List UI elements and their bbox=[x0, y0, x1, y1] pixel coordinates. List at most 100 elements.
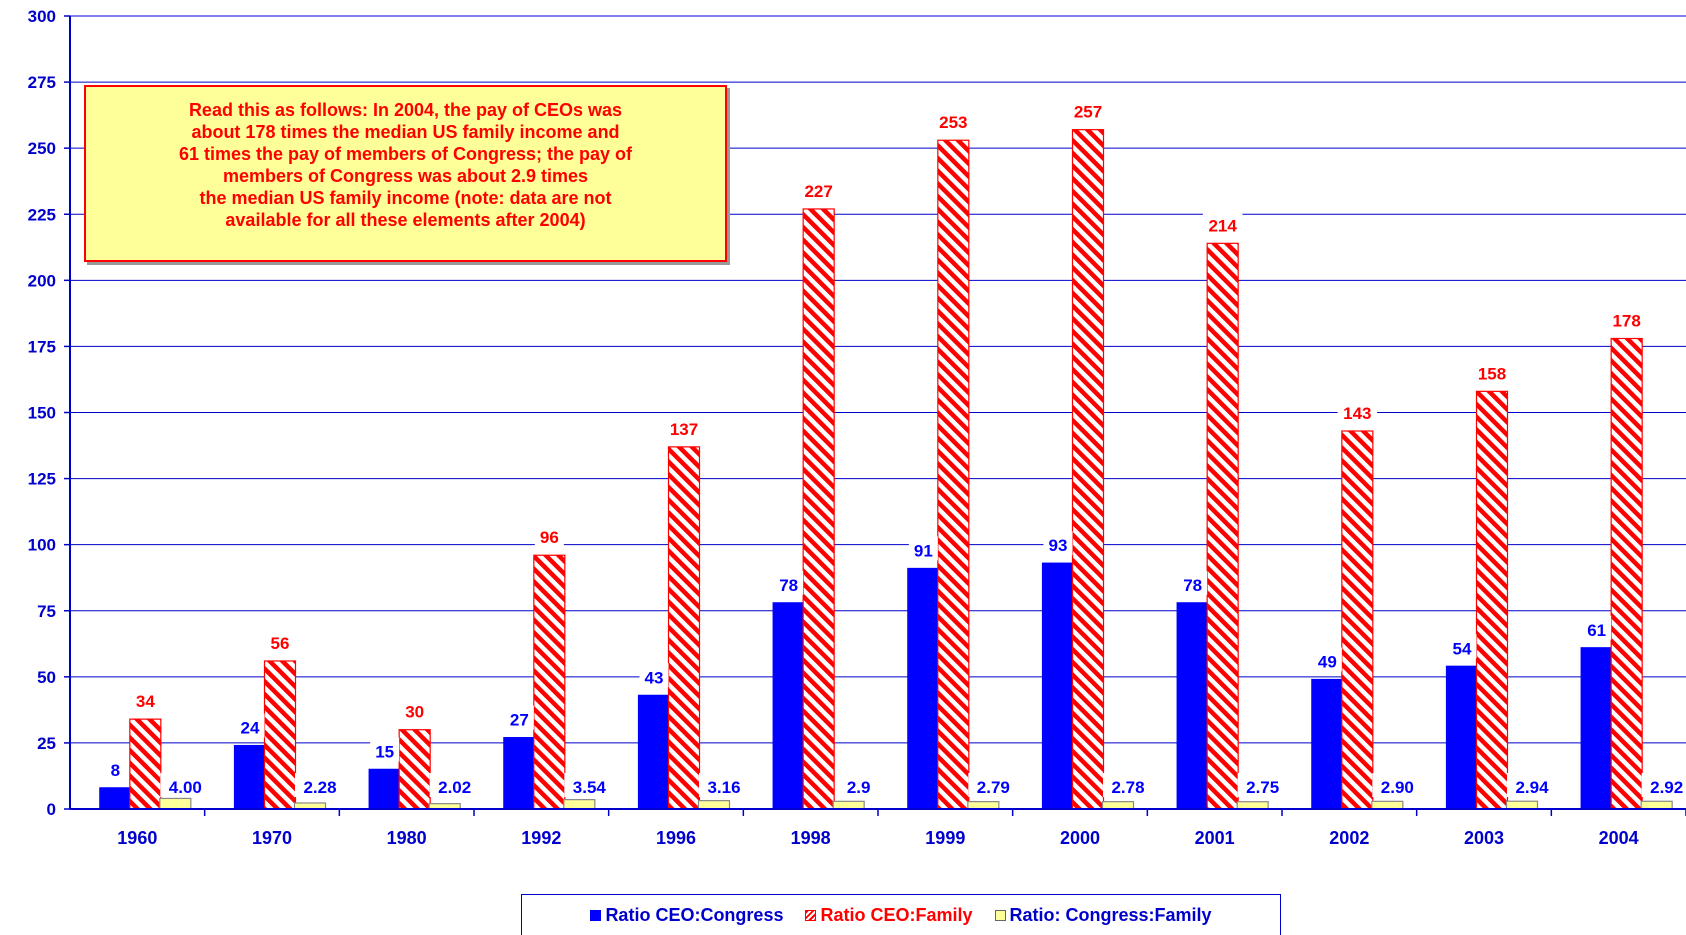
data-label-bg bbox=[370, 737, 400, 762]
bar-2 bbox=[1236, 801, 1269, 810]
bar-1 bbox=[1206, 242, 1239, 810]
bar-0 bbox=[637, 694, 671, 810]
legend-label: Ratio CEO:Congress bbox=[605, 904, 784, 925]
x-tick-label: 2003 bbox=[1464, 828, 1504, 848]
data-label: 3.54 bbox=[573, 778, 607, 797]
y-tick-label: 25 bbox=[37, 734, 56, 753]
bar-1 bbox=[398, 729, 431, 810]
data-label-bg bbox=[774, 570, 804, 595]
data-label: 178 bbox=[1612, 311, 1640, 330]
data-label-bg bbox=[429, 773, 480, 797]
data-label-bg bbox=[265, 628, 295, 653]
data-label-bg bbox=[933, 108, 974, 133]
y-tick-label: 125 bbox=[28, 470, 56, 489]
data-label: 93 bbox=[1049, 536, 1068, 555]
data-label-bg bbox=[1237, 773, 1288, 797]
bar-1 bbox=[802, 208, 835, 810]
data-label: 30 bbox=[405, 703, 424, 722]
y-tick-label: 300 bbox=[28, 7, 56, 26]
bar-1 bbox=[129, 718, 162, 810]
x-tick-label: 1998 bbox=[791, 828, 831, 848]
data-label-bg bbox=[1641, 773, 1686, 797]
data-label: 3.16 bbox=[707, 778, 740, 797]
data-label: 257 bbox=[1074, 103, 1102, 122]
data-label-bg bbox=[1202, 211, 1243, 236]
data-label: 4.00 bbox=[169, 778, 202, 797]
x-axis-ticks: 1960 1970 1980 1992 1996 1998 1999 2000 2001 2002… bbox=[117, 809, 1686, 848]
data-label: 78 bbox=[1183, 576, 1202, 595]
y-axis-ticks: 0 25 50 75 100 125 150 175 200 225 250 275 300 bbox=[28, 7, 70, 819]
data-label: 27 bbox=[510, 711, 529, 730]
bar-2 bbox=[1640, 800, 1673, 810]
x-tick-label: 2004 bbox=[1599, 828, 1639, 848]
bar-1 bbox=[937, 139, 970, 810]
data-label-bg bbox=[1337, 399, 1378, 424]
legend-swatch-blue bbox=[590, 909, 602, 921]
x-tick-label: 1999 bbox=[925, 828, 965, 848]
data-label-bg bbox=[1372, 773, 1423, 797]
data-label: 2.28 bbox=[303, 778, 336, 797]
bar-0 bbox=[1041, 562, 1075, 810]
x-tick-label: 1980 bbox=[387, 828, 427, 848]
legend-item-congress-family: Ratio: Congress:Family bbox=[994, 904, 1212, 926]
y-tick-label: 175 bbox=[28, 337, 56, 356]
data-label-bg bbox=[295, 773, 345, 797]
data-label: 158 bbox=[1478, 364, 1506, 383]
bar-0 bbox=[368, 768, 401, 810]
bar-0 bbox=[99, 787, 132, 810]
data-label: 78 bbox=[779, 576, 798, 595]
data-label-bg bbox=[1043, 531, 1073, 556]
data-label: 2.78 bbox=[1111, 778, 1144, 797]
bar-2 bbox=[563, 799, 596, 810]
x-tick-label: 1970 bbox=[252, 828, 292, 848]
data-label-bg bbox=[1507, 773, 1557, 797]
bar-0 bbox=[1311, 678, 1344, 810]
bar-2 bbox=[697, 800, 731, 810]
data-label-bg bbox=[798, 176, 839, 201]
bar-1 bbox=[1475, 390, 1509, 810]
data-label-bg bbox=[908, 536, 938, 561]
data-label-bg bbox=[838, 773, 879, 797]
data-label-bg bbox=[160, 773, 211, 797]
data-label-bg bbox=[534, 523, 564, 548]
data-label: 43 bbox=[645, 668, 664, 687]
bar-1 bbox=[1341, 430, 1374, 810]
x-tick-label: 2000 bbox=[1060, 828, 1100, 848]
y-tick-label: 50 bbox=[37, 668, 56, 687]
legend-item-ceo-congress: Ratio CEO:Congress bbox=[590, 905, 783, 926]
bar-2 bbox=[159, 797, 192, 810]
data-label-bg bbox=[1582, 615, 1612, 640]
bar-1 bbox=[667, 446, 701, 810]
legend-label: Ratio: Congress:Family bbox=[1009, 904, 1212, 925]
y-tick-label: 225 bbox=[28, 205, 56, 224]
y-tick-label: 150 bbox=[28, 404, 56, 423]
data-label: 2.9 bbox=[847, 778, 871, 797]
y-tick-label: 250 bbox=[28, 139, 56, 158]
data-label-bg bbox=[1103, 773, 1153, 797]
gridlines bbox=[70, 15, 1686, 744]
bar-2 bbox=[1101, 801, 1135, 810]
data-label-bg bbox=[639, 663, 669, 688]
data-label: 214 bbox=[1208, 216, 1237, 235]
axes bbox=[69, 16, 1686, 810]
data-label-bg bbox=[1178, 570, 1208, 595]
data-label: 2.02 bbox=[438, 778, 471, 797]
data-label-bg bbox=[1606, 306, 1647, 331]
data-label: 15 bbox=[375, 742, 394, 761]
bar-2 bbox=[832, 800, 865, 810]
x-tick-label: 2001 bbox=[1195, 828, 1235, 848]
bar-0 bbox=[907, 567, 940, 810]
y-tick-label: 200 bbox=[28, 271, 56, 290]
bar-0 bbox=[1176, 602, 1209, 810]
data-label: 34 bbox=[136, 692, 155, 711]
bar-1 bbox=[263, 660, 297, 810]
data-label: 91 bbox=[914, 541, 933, 560]
legend-swatch-yellow bbox=[994, 909, 1006, 921]
bar-0 bbox=[1445, 665, 1479, 810]
bar-1 bbox=[533, 554, 566, 810]
data-label: 2.94 bbox=[1515, 778, 1549, 797]
bar-2 bbox=[967, 801, 1000, 810]
legend: Ratio CEO:Congress Ratio CEO:Family Rati… bbox=[521, 894, 1281, 935]
data-label-bg bbox=[1447, 634, 1477, 659]
x-tick-label: 1960 bbox=[117, 828, 157, 848]
